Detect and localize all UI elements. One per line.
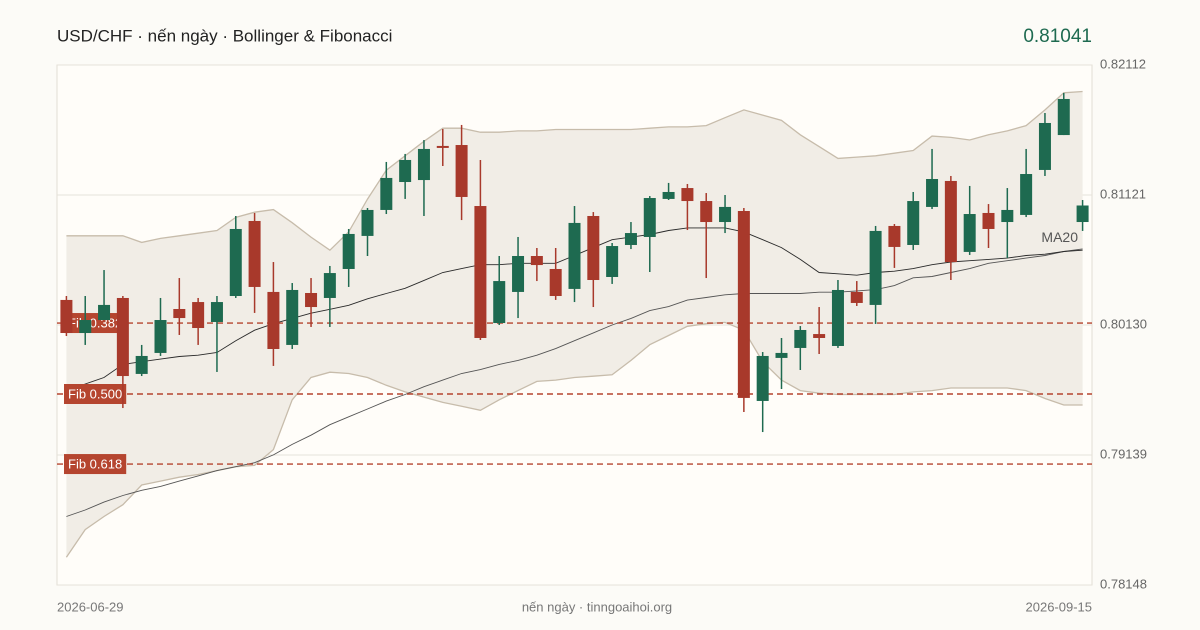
candle-body xyxy=(192,302,205,329)
fib-label: Fib 0.618 xyxy=(68,456,122,471)
candle-body xyxy=(587,215,600,281)
candle-body xyxy=(116,297,129,377)
candle-body xyxy=(455,145,468,197)
candle-body xyxy=(1038,122,1051,170)
ma20-label: MA20 xyxy=(1041,229,1078,245)
candle-body xyxy=(342,233,355,269)
candle-body xyxy=(436,145,449,148)
candle-body xyxy=(248,220,261,287)
candle-body xyxy=(775,352,788,358)
candle-body xyxy=(756,355,769,401)
candle-body xyxy=(305,292,318,308)
candle-body xyxy=(926,178,939,207)
last-price: 0.81041 xyxy=(1023,26,1092,47)
candle-body xyxy=(98,304,111,321)
candle-body xyxy=(380,177,393,210)
candle-body xyxy=(982,212,995,229)
fib-label: Fib 0.382 xyxy=(68,315,122,330)
candle-body xyxy=(399,159,412,183)
fib-label: Fib 0.500 xyxy=(68,386,122,401)
y-tick-label: 0.78148 xyxy=(1100,576,1147,591)
candle-body xyxy=(643,198,656,237)
candle-body xyxy=(549,268,562,297)
candle-body xyxy=(1001,209,1014,223)
candle-body xyxy=(794,329,807,348)
candle-body xyxy=(286,289,299,345)
candle-body xyxy=(963,214,976,252)
y-tick-label: 0.80130 xyxy=(1100,316,1147,331)
candle-body xyxy=(944,180,957,263)
footer: nến ngày · tinngoaihoi.org xyxy=(522,599,672,614)
candle-body xyxy=(474,206,487,338)
fib-label-box xyxy=(64,454,127,475)
candle-body xyxy=(493,281,506,324)
candle-body xyxy=(173,308,186,319)
candle-body xyxy=(888,225,901,247)
candle-body xyxy=(210,302,223,322)
candle-body xyxy=(700,201,713,223)
candle-body xyxy=(737,211,750,398)
fib-label-box xyxy=(64,384,127,405)
candle-body xyxy=(530,255,543,266)
candle-body xyxy=(1057,98,1070,136)
candle-body xyxy=(1076,205,1089,223)
candle-body xyxy=(323,273,336,298)
x-start-label: 2026-06-29 xyxy=(57,599,124,614)
candle-body xyxy=(662,191,675,199)
candle-body xyxy=(60,299,73,334)
candle-body xyxy=(135,355,148,374)
candle-body xyxy=(681,188,694,202)
chart-title: USD/CHF · nến ngày · Bollinger & Fibonac… xyxy=(57,26,392,45)
candle-body xyxy=(417,148,430,181)
candle-body xyxy=(831,289,844,346)
candle-body xyxy=(154,320,167,353)
candle-body xyxy=(624,233,637,245)
candle-body xyxy=(606,246,619,277)
y-tick-label: 0.81121 xyxy=(1100,186,1146,201)
x-end-label: 2026-09-15 xyxy=(1026,599,1093,614)
bollinger-fill xyxy=(66,91,1083,558)
y-tick-label: 0.79139 xyxy=(1100,446,1147,461)
candle-body xyxy=(850,291,863,303)
candle-body xyxy=(512,255,525,292)
candle-body xyxy=(267,291,280,350)
candle-body xyxy=(79,320,92,334)
ma-long-line xyxy=(66,248,1083,517)
candle-body xyxy=(719,206,732,223)
candle-body xyxy=(361,209,374,236)
candle-body xyxy=(568,222,581,289)
candle-body xyxy=(907,201,920,245)
candle-body xyxy=(869,230,882,305)
candle-body xyxy=(229,228,242,297)
candle-body xyxy=(1020,174,1033,215)
y-tick-label: 0.82112 xyxy=(1100,56,1146,71)
candle-body xyxy=(813,334,826,338)
